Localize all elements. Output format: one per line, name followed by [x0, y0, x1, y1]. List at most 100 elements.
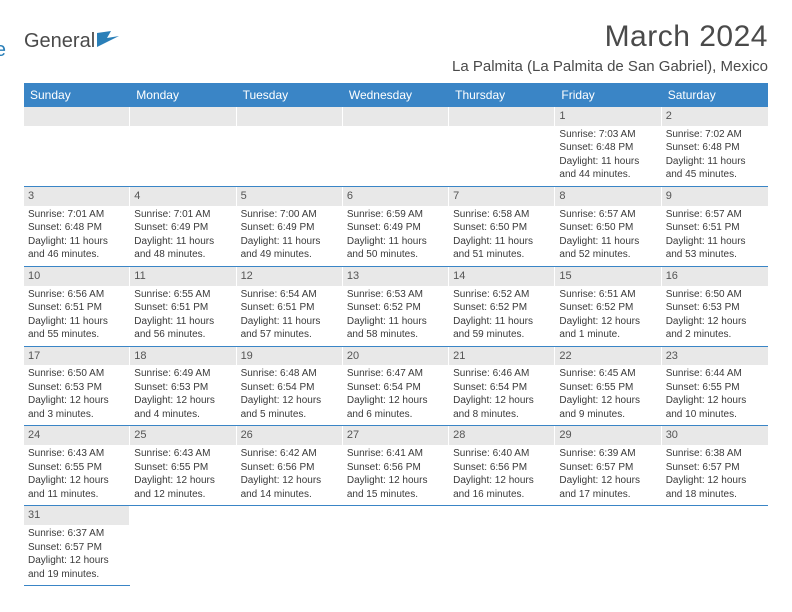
day-cell: 10Sunrise: 6:56 AMSunset: 6:51 PMDayligh… — [24, 267, 130, 346]
daylight-text: Daylight: 11 hours and 57 minutes. — [241, 315, 339, 342]
day-cell: 15Sunrise: 6:51 AMSunset: 6:52 PMDayligh… — [555, 267, 661, 346]
day-body: Sunrise: 6:56 AMSunset: 6:51 PMDaylight:… — [24, 286, 130, 346]
day-number: 11 — [130, 267, 236, 286]
week-row: 17Sunrise: 6:50 AMSunset: 6:53 PMDayligh… — [24, 347, 768, 427]
sunrise-text: Sunrise: 6:58 AM — [453, 208, 551, 222]
day-cell: 11Sunrise: 6:55 AMSunset: 6:51 PMDayligh… — [130, 267, 236, 346]
sunrise-text: Sunrise: 6:52 AM — [453, 288, 551, 302]
sunset-text: Sunset: 6:55 PM — [134, 461, 232, 475]
day-number: . — [555, 506, 661, 525]
sunrise-text: Sunrise: 6:57 AM — [666, 208, 764, 222]
sunrise-text: Sunrise: 6:51 AM — [559, 288, 657, 302]
sunset-text: Sunset: 6:49 PM — [347, 221, 445, 235]
day-cell: 24Sunrise: 6:43 AMSunset: 6:55 PMDayligh… — [24, 426, 130, 505]
sunset-text: Sunset: 6:52 PM — [453, 301, 551, 315]
day-number: 4 — [130, 187, 236, 206]
day-body: Sunrise: 6:50 AMSunset: 6:53 PMDaylight:… — [24, 365, 130, 425]
sunrise-text: Sunrise: 7:00 AM — [241, 208, 339, 222]
sunset-text: Sunset: 6:56 PM — [241, 461, 339, 475]
logo-text-2: Blue — [0, 39, 6, 62]
daylight-text: Daylight: 11 hours and 59 minutes. — [453, 315, 551, 342]
day-body: Sunrise: 6:52 AMSunset: 6:52 PMDaylight:… — [449, 286, 555, 346]
day-number: 14 — [449, 267, 555, 286]
empty-day-cell: . — [237, 107, 343, 186]
day-number: 8 — [555, 187, 661, 206]
week-row: 31Sunrise: 6:37 AMSunset: 6:57 PMDayligh… — [24, 506, 768, 586]
day-number: . — [343, 107, 449, 126]
day-number: 1 — [555, 107, 661, 126]
day-cell: 17Sunrise: 6:50 AMSunset: 6:53 PMDayligh… — [24, 347, 130, 426]
daylight-text: Daylight: 11 hours and 51 minutes. — [453, 235, 551, 262]
day-cell: 18Sunrise: 6:49 AMSunset: 6:53 PMDayligh… — [130, 347, 236, 426]
daylight-text: Daylight: 11 hours and 49 minutes. — [241, 235, 339, 262]
sunrise-text: Sunrise: 6:53 AM — [347, 288, 445, 302]
day-header: Tuesday — [237, 83, 343, 107]
day-body: Sunrise: 6:37 AMSunset: 6:57 PMDaylight:… — [24, 525, 130, 585]
sunset-text: Sunset: 6:53 PM — [666, 301, 764, 315]
day-cell: 28Sunrise: 6:40 AMSunset: 6:56 PMDayligh… — [449, 426, 555, 505]
empty-day-cell: . — [24, 107, 130, 186]
day-body: Sunrise: 6:42 AMSunset: 6:56 PMDaylight:… — [237, 445, 343, 505]
day-header: Wednesday — [343, 83, 449, 107]
day-cell: 21Sunrise: 6:46 AMSunset: 6:54 PMDayligh… — [449, 347, 555, 426]
day-cell: 30Sunrise: 6:38 AMSunset: 6:57 PMDayligh… — [662, 426, 768, 505]
location: La Palmita (La Palmita de San Gabriel), … — [452, 58, 768, 75]
daylight-text: Daylight: 12 hours and 19 minutes. — [28, 554, 126, 581]
daylight-text: Daylight: 12 hours and 4 minutes. — [134, 394, 232, 421]
sunrise-text: Sunrise: 6:37 AM — [28, 527, 126, 541]
day-number: . — [449, 506, 555, 525]
sunset-text: Sunset: 6:57 PM — [559, 461, 657, 475]
sunset-text: Sunset: 6:52 PM — [347, 301, 445, 315]
day-number: 30 — [662, 426, 768, 445]
sunset-text: Sunset: 6:52 PM — [559, 301, 657, 315]
day-cell: 3Sunrise: 7:01 AMSunset: 6:48 PMDaylight… — [24, 187, 130, 266]
sunrise-text: Sunrise: 6:45 AM — [559, 367, 657, 381]
daylight-text: Daylight: 12 hours and 10 minutes. — [666, 394, 764, 421]
day-number: 18 — [130, 347, 236, 366]
day-number: 22 — [555, 347, 661, 366]
sunset-text: Sunset: 6:53 PM — [28, 381, 126, 395]
daylight-text: Daylight: 11 hours and 56 minutes. — [134, 315, 232, 342]
day-number: . — [343, 506, 449, 525]
empty-day-cell: . — [343, 506, 449, 586]
sunset-text: Sunset: 6:56 PM — [347, 461, 445, 475]
day-number: 26 — [237, 426, 343, 445]
day-body: Sunrise: 6:48 AMSunset: 6:54 PMDaylight:… — [237, 365, 343, 425]
day-number: 12 — [237, 267, 343, 286]
day-body: Sunrise: 6:40 AMSunset: 6:56 PMDaylight:… — [449, 445, 555, 505]
day-number: 16 — [662, 267, 768, 286]
day-body: Sunrise: 6:43 AMSunset: 6:55 PMDaylight:… — [130, 445, 236, 505]
day-number: 23 — [662, 347, 768, 366]
day-cell: 6Sunrise: 6:59 AMSunset: 6:49 PMDaylight… — [343, 187, 449, 266]
day-cell: 16Sunrise: 6:50 AMSunset: 6:53 PMDayligh… — [662, 267, 768, 346]
sunset-text: Sunset: 6:54 PM — [453, 381, 551, 395]
day-body: Sunrise: 7:00 AMSunset: 6:49 PMDaylight:… — [237, 206, 343, 266]
daylight-text: Daylight: 11 hours and 44 minutes. — [559, 155, 657, 182]
sunset-text: Sunset: 6:57 PM — [666, 461, 764, 475]
sunset-text: Sunset: 6:48 PM — [28, 221, 126, 235]
day-header-row: SundayMondayTuesdayWednesdayThursdayFrid… — [24, 83, 768, 107]
day-body: Sunrise: 6:46 AMSunset: 6:54 PMDaylight:… — [449, 365, 555, 425]
day-number: 25 — [130, 426, 236, 445]
day-body: Sunrise: 6:55 AMSunset: 6:51 PMDaylight:… — [130, 286, 236, 346]
day-body: Sunrise: 7:01 AMSunset: 6:49 PMDaylight:… — [130, 206, 236, 266]
day-cell: 29Sunrise: 6:39 AMSunset: 6:57 PMDayligh… — [555, 426, 661, 505]
day-body: Sunrise: 6:50 AMSunset: 6:53 PMDaylight:… — [662, 286, 768, 346]
daylight-text: Daylight: 11 hours and 46 minutes. — [28, 235, 126, 262]
day-body: Sunrise: 7:01 AMSunset: 6:48 PMDaylight:… — [24, 206, 130, 266]
sunrise-text: Sunrise: 7:01 AM — [28, 208, 126, 222]
day-cell: 31Sunrise: 6:37 AMSunset: 6:57 PMDayligh… — [24, 506, 130, 586]
sunset-text: Sunset: 6:51 PM — [28, 301, 126, 315]
sunset-text: Sunset: 6:48 PM — [559, 141, 657, 155]
sunset-text: Sunset: 6:55 PM — [559, 381, 657, 395]
sunrise-text: Sunrise: 6:43 AM — [28, 447, 126, 461]
sunrise-text: Sunrise: 6:44 AM — [666, 367, 764, 381]
sunrise-text: Sunrise: 6:47 AM — [347, 367, 445, 381]
sunset-text: Sunset: 6:55 PM — [28, 461, 126, 475]
daylight-text: Daylight: 11 hours and 52 minutes. — [559, 235, 657, 262]
day-cell: 1Sunrise: 7:03 AMSunset: 6:48 PMDaylight… — [555, 107, 661, 186]
sunset-text: Sunset: 6:50 PM — [453, 221, 551, 235]
day-body: Sunrise: 6:38 AMSunset: 6:57 PMDaylight:… — [662, 445, 768, 505]
day-cell: 9Sunrise: 6:57 AMSunset: 6:51 PMDaylight… — [662, 187, 768, 266]
day-number: . — [130, 506, 236, 525]
